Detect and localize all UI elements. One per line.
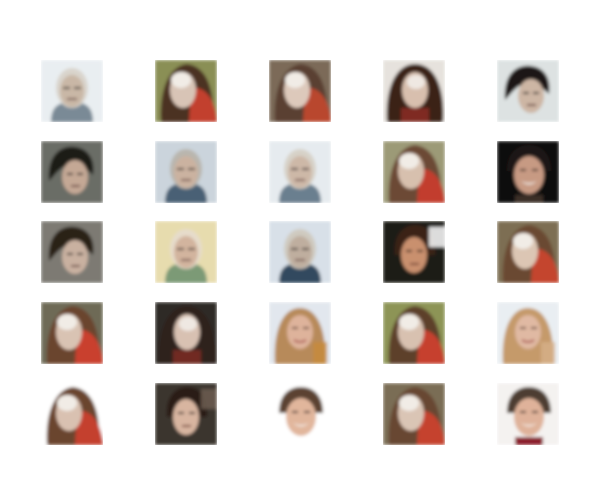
face-sample-image bbox=[269, 383, 331, 445]
face-sample-image bbox=[383, 383, 445, 445]
face-sample-2 bbox=[155, 60, 217, 122]
face-sample-image bbox=[383, 141, 445, 203]
face-sample-image bbox=[41, 302, 103, 364]
face-sample-image bbox=[383, 60, 445, 122]
face-sample-image bbox=[269, 141, 331, 203]
face-sample-image bbox=[41, 141, 103, 203]
face-sample-image bbox=[497, 383, 559, 445]
face-sample-4 bbox=[383, 60, 445, 122]
face-sample-19 bbox=[383, 302, 445, 364]
face-sample-image bbox=[41, 60, 103, 122]
face-sample-18 bbox=[269, 302, 331, 364]
face-sample-16 bbox=[41, 302, 103, 364]
face-sample-24 bbox=[383, 383, 445, 445]
face-sample-9 bbox=[383, 141, 445, 203]
face-sample-20 bbox=[497, 302, 559, 364]
face-sample-17 bbox=[155, 302, 217, 364]
face-sample-11 bbox=[41, 221, 103, 283]
face-sample-5 bbox=[497, 60, 559, 122]
face-sample-25 bbox=[497, 383, 559, 445]
face-sample-22 bbox=[155, 383, 217, 445]
face-sample-image bbox=[383, 221, 445, 283]
face-sample-image bbox=[497, 141, 559, 203]
face-sample-image bbox=[269, 302, 331, 364]
face-sample-image bbox=[155, 221, 217, 283]
face-sample-7 bbox=[155, 141, 217, 203]
face-sample-image bbox=[41, 221, 103, 283]
face-sample-15 bbox=[497, 221, 559, 283]
face-sample-image bbox=[497, 302, 559, 364]
face-sample-image bbox=[155, 383, 217, 445]
face-sample-image bbox=[269, 221, 331, 283]
face-sample-image bbox=[383, 302, 445, 364]
face-sample-13 bbox=[269, 221, 331, 283]
face-sample-12 bbox=[155, 221, 217, 283]
face-sample-6 bbox=[41, 141, 103, 203]
face-sample-image bbox=[497, 221, 559, 283]
face-sample-image bbox=[155, 141, 217, 203]
face-sample-image bbox=[269, 60, 331, 122]
face-sample-3 bbox=[269, 60, 331, 122]
face-sample-8 bbox=[269, 141, 331, 203]
face-sample-image bbox=[155, 60, 217, 122]
face-sample-10 bbox=[497, 141, 559, 203]
face-sample-image bbox=[497, 60, 559, 122]
face-sample-image bbox=[155, 302, 217, 364]
face-sample-image bbox=[41, 383, 103, 445]
face-sample-23 bbox=[269, 383, 331, 445]
face-sample-1 bbox=[41, 60, 103, 122]
face-sample-14 bbox=[383, 221, 445, 283]
face-sample-21 bbox=[41, 383, 103, 445]
